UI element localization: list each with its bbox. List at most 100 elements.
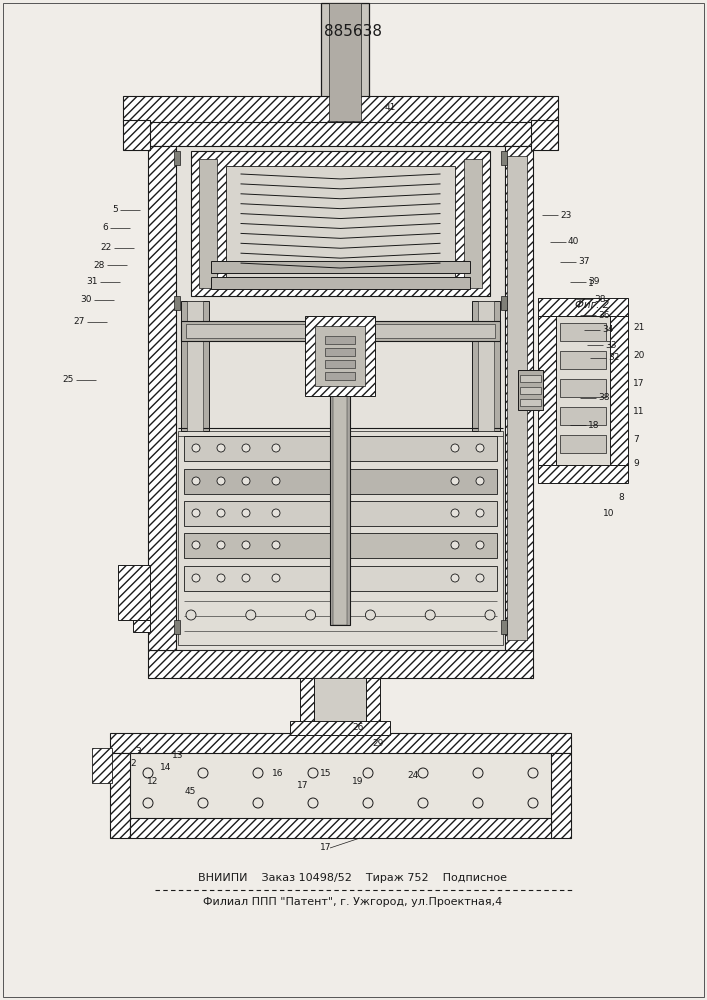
Circle shape [272,477,280,485]
Text: 23: 23 [560,211,571,220]
Bar [174,620,180,634]
Bar [325,348,355,356]
Circle shape [476,444,484,452]
Bar [110,753,130,838]
Bar [184,436,497,461]
Circle shape [242,444,250,452]
Text: 38: 38 [594,294,605,304]
Bar [560,435,606,453]
Text: 21: 21 [633,324,644,332]
Bar [315,326,365,386]
Circle shape [217,509,225,517]
Text: 28: 28 [93,260,105,269]
Circle shape [366,610,375,620]
Bar [520,375,541,382]
Circle shape [242,509,250,517]
Bar [538,298,628,316]
Bar [130,818,551,838]
Text: 26: 26 [352,724,363,732]
Circle shape [528,768,538,778]
Bar [130,753,551,818]
Text: Филиал ППП "Патент", г. Ужгород, ул.Проектная,4: Филиал ППП "Патент", г. Ужгород, ул.Прое… [204,897,503,907]
Circle shape [451,477,459,485]
Circle shape [476,574,484,582]
Bar [181,321,500,341]
Text: 13: 13 [173,750,184,760]
Circle shape [308,768,318,778]
Bar [123,96,558,122]
Text: 3: 3 [135,746,141,756]
Circle shape [451,541,459,549]
Text: 8: 8 [618,493,624,502]
Text: 15: 15 [320,768,332,778]
Circle shape [198,768,208,778]
Circle shape [272,574,280,582]
Text: 9: 9 [633,458,638,468]
Circle shape [308,798,318,808]
Text: 12: 12 [147,776,158,786]
Bar [464,159,482,288]
Text: 30: 30 [81,296,92,304]
Text: 1: 1 [588,278,594,288]
Text: 29: 29 [373,738,384,748]
Bar [305,316,375,396]
Bar [556,316,610,465]
Bar [551,753,571,838]
Bar [92,748,112,783]
Circle shape [217,541,225,549]
Circle shape [363,798,373,808]
Circle shape [192,477,200,485]
Bar [366,678,380,733]
Bar [560,323,606,341]
Text: 24: 24 [407,770,419,780]
Bar [325,372,355,380]
Circle shape [246,610,256,620]
Text: 38: 38 [598,393,609,402]
Bar [174,151,180,165]
Circle shape [217,477,225,485]
Bar [505,146,533,650]
Circle shape [473,798,483,808]
Bar [199,159,217,288]
Bar [133,620,150,632]
Text: 41: 41 [385,104,397,112]
Bar [181,301,209,431]
Circle shape [305,610,315,620]
Text: 32: 32 [608,354,619,362]
Circle shape [473,768,483,778]
Bar [520,387,541,394]
Text: 10: 10 [603,508,614,518]
Circle shape [451,574,459,582]
Circle shape [242,477,250,485]
Bar [123,120,150,150]
Bar [211,261,470,273]
Bar [325,336,355,344]
Circle shape [143,768,153,778]
Bar [314,678,366,733]
Circle shape [425,610,436,620]
Text: Фиг. 2: Фиг. 2 [575,300,609,310]
Bar [118,565,150,620]
Bar [472,301,500,431]
Text: 25: 25 [63,375,74,384]
Bar [184,566,497,591]
Bar [501,151,507,165]
Text: 5: 5 [112,206,118,215]
Circle shape [242,574,250,582]
Text: 14: 14 [160,764,172,772]
Text: 7: 7 [633,436,638,444]
Text: 36: 36 [598,310,609,320]
Circle shape [272,509,280,517]
Bar [211,277,470,289]
Text: 19: 19 [352,776,363,786]
Bar [184,501,497,526]
Circle shape [192,509,200,517]
Circle shape [476,509,484,517]
Bar [507,156,527,640]
Bar [333,341,347,625]
Text: 22: 22 [101,243,112,252]
Text: 17: 17 [320,843,332,852]
Bar [226,166,455,281]
Circle shape [192,574,200,582]
Text: 20: 20 [633,352,644,360]
